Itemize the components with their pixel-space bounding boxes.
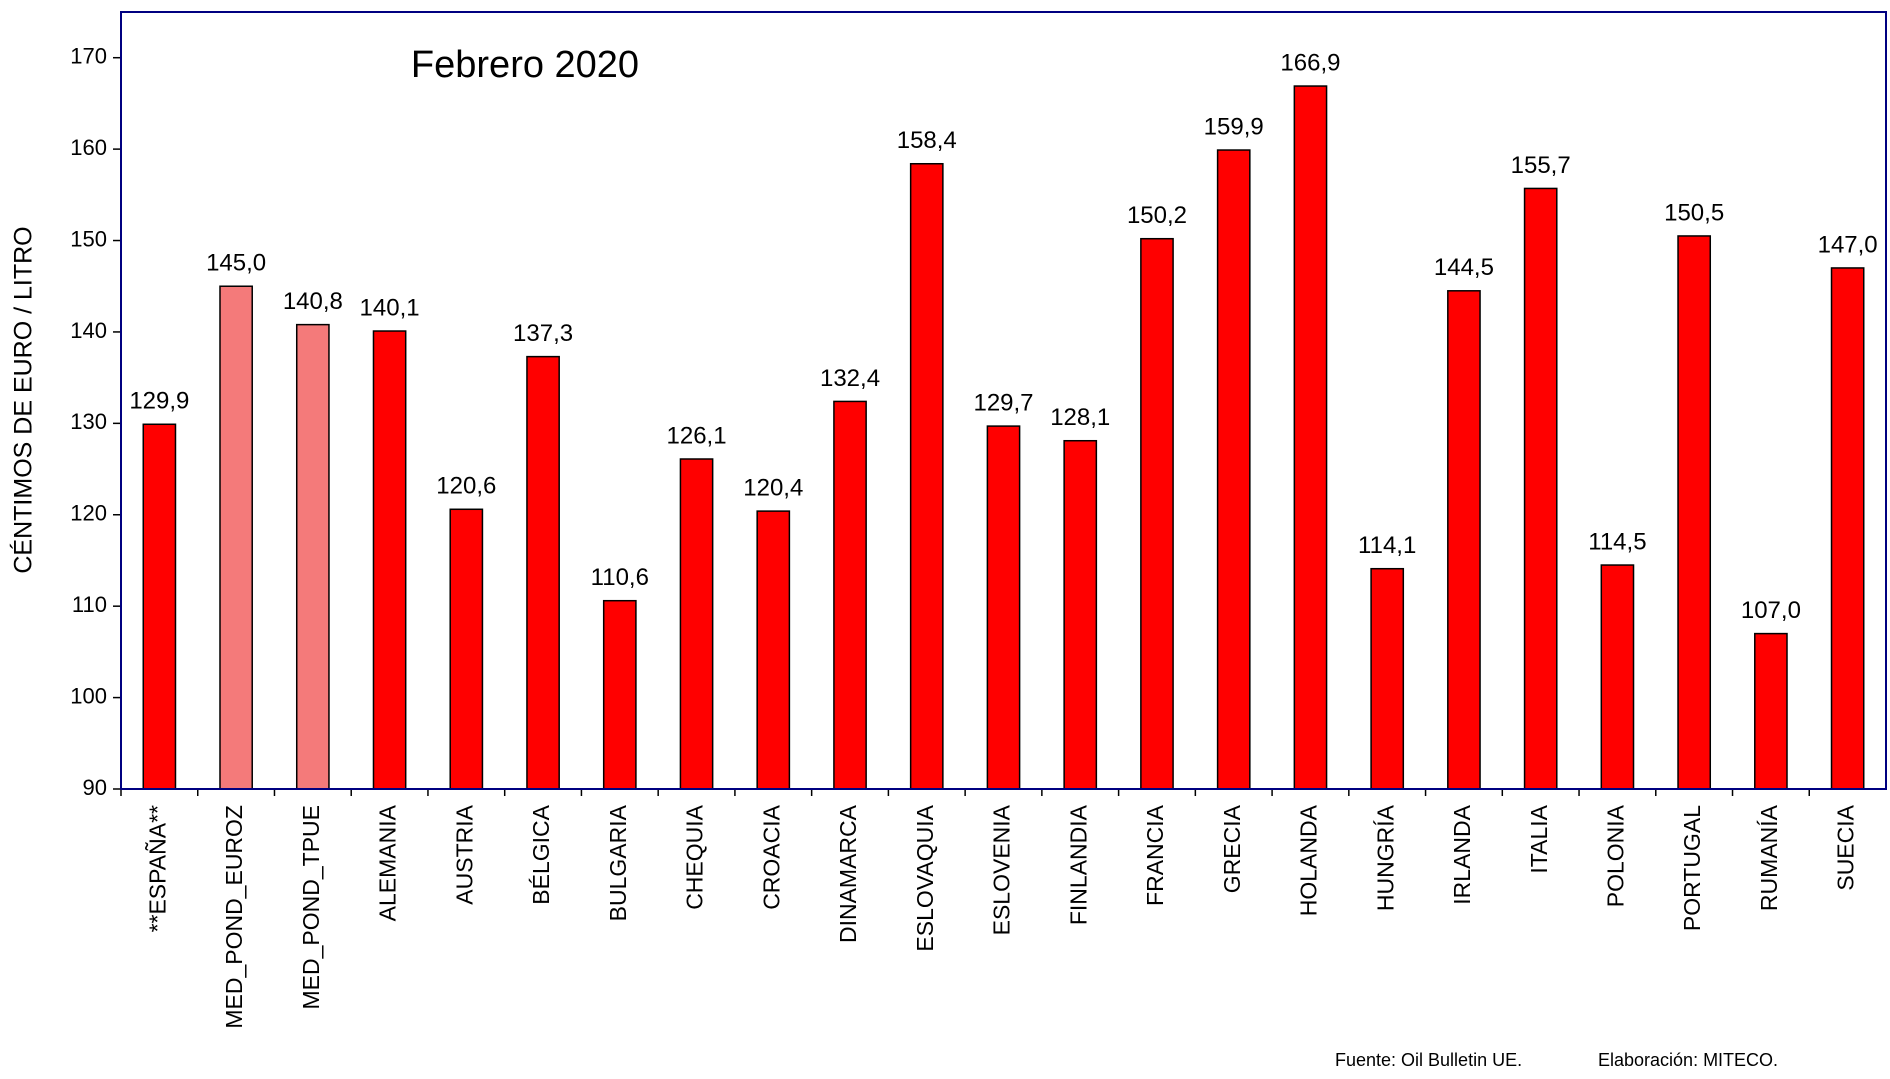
value-label: 147,0	[1818, 231, 1878, 258]
value-label: 129,9	[129, 388, 189, 415]
y-tick-label: 100	[70, 683, 107, 708]
bar	[833, 400, 867, 790]
bar	[1600, 564, 1635, 790]
bar	[1140, 237, 1174, 790]
value-label: 137,3	[513, 320, 573, 347]
value-label: 107,0	[1741, 597, 1801, 624]
x-tick-label: HOLANDA	[1296, 804, 1322, 916]
bar	[602, 599, 637, 790]
x-tick-label: MED_POND_EUROZ	[221, 805, 247, 1029]
value-label: 128,1	[1050, 404, 1110, 431]
y-tick-label: 120	[70, 501, 107, 526]
value-label: 114,1	[1358, 532, 1416, 559]
x-tick-label: AUSTRIA	[451, 804, 477, 904]
x-tick-label: SUECIA	[1833, 804, 1859, 890]
x-tick-label: CHEQUIA	[682, 804, 708, 909]
bar	[756, 510, 791, 790]
plot-frame	[120, 11, 1887, 790]
x-tick-label: CROACIA	[758, 804, 784, 909]
bar	[1677, 235, 1712, 790]
value-label: 140,8	[283, 288, 343, 315]
bar	[679, 458, 714, 790]
x-tick-label: FINLANDIA	[1065, 804, 1091, 925]
x-tick-label: MED_POND_TPUE	[298, 805, 324, 1009]
value-label: 110,6	[591, 564, 649, 591]
x-tick-label: ALEMANIA	[375, 804, 401, 921]
credit-note: Elaboración: MITECO.	[1598, 1050, 1778, 1070]
bar	[986, 425, 1021, 790]
value-label: 166,9	[1280, 49, 1340, 76]
bar	[1830, 267, 1865, 790]
bar	[449, 508, 484, 790]
value-label: 129,7	[973, 389, 1033, 416]
x-tick-label: ESLOVENIA	[989, 804, 1015, 935]
bar	[1293, 85, 1328, 790]
x-tick-label: ITALIA	[1526, 804, 1552, 873]
bar	[142, 423, 177, 790]
y-axis-label: CÉNTIMOS DE EURO / LITRO	[9, 226, 38, 573]
x-tick-label: BÉLGICA	[528, 804, 554, 904]
bar	[909, 162, 944, 790]
value-label: 150,5	[1664, 199, 1724, 226]
bar	[219, 285, 253, 790]
y-tick-label: 90	[83, 775, 107, 800]
y-tick-label: 150	[70, 226, 107, 251]
bar	[372, 330, 407, 790]
chart-title: Febrero 2020	[411, 44, 639, 86]
y-tick-label: 110	[72, 592, 107, 617]
x-tick-label: DINAMARCA	[835, 804, 861, 943]
y-tick-label: 160	[70, 135, 107, 160]
value-label: 140,1	[360, 294, 420, 321]
x-tick-label: GRECIA	[1219, 804, 1245, 893]
x-tick-label: BULGARIA	[605, 804, 631, 921]
x-tick-label: PORTUGAL	[1679, 805, 1705, 931]
x-tick-label: FRANCIA	[1142, 804, 1168, 906]
value-label: 120,4	[743, 474, 803, 501]
bar	[1523, 187, 1558, 790]
y-tick-label: 130	[70, 409, 107, 434]
x-tick-label: RUMANÍA	[1756, 804, 1782, 911]
x-tick-label: POLONIA	[1602, 804, 1628, 907]
value-label: 158,4	[897, 127, 957, 154]
x-tick-label: HUNGRÍA	[1372, 804, 1398, 911]
bar	[295, 323, 330, 790]
value-label: 159,9	[1204, 113, 1264, 140]
value-label: 155,7	[1511, 152, 1571, 179]
bar	[1370, 567, 1405, 790]
value-label: 145,0	[206, 250, 266, 277]
value-label: 144,5	[1434, 254, 1494, 281]
bar	[526, 355, 560, 790]
x-tick-label: **ESPAÑA**	[144, 805, 170, 932]
bar	[1063, 439, 1098, 790]
source-note: Fuente: Oil Bulletin UE.	[1335, 1050, 1522, 1070]
value-label: 120,6	[436, 473, 496, 500]
x-tick-label: ESLOVAQUIA	[912, 804, 938, 951]
y-tick-label: 170	[70, 44, 107, 69]
bar	[1447, 290, 1481, 790]
bar	[1754, 632, 1788, 790]
value-label: 114,5	[1588, 528, 1646, 555]
bar	[1216, 149, 1251, 790]
y-tick-label: 140	[70, 318, 107, 343]
value-label: 132,4	[820, 365, 880, 392]
x-tick-label: IRLANDA	[1449, 804, 1475, 904]
value-label: 126,1	[667, 422, 727, 449]
value-label: 150,2	[1127, 202, 1187, 229]
